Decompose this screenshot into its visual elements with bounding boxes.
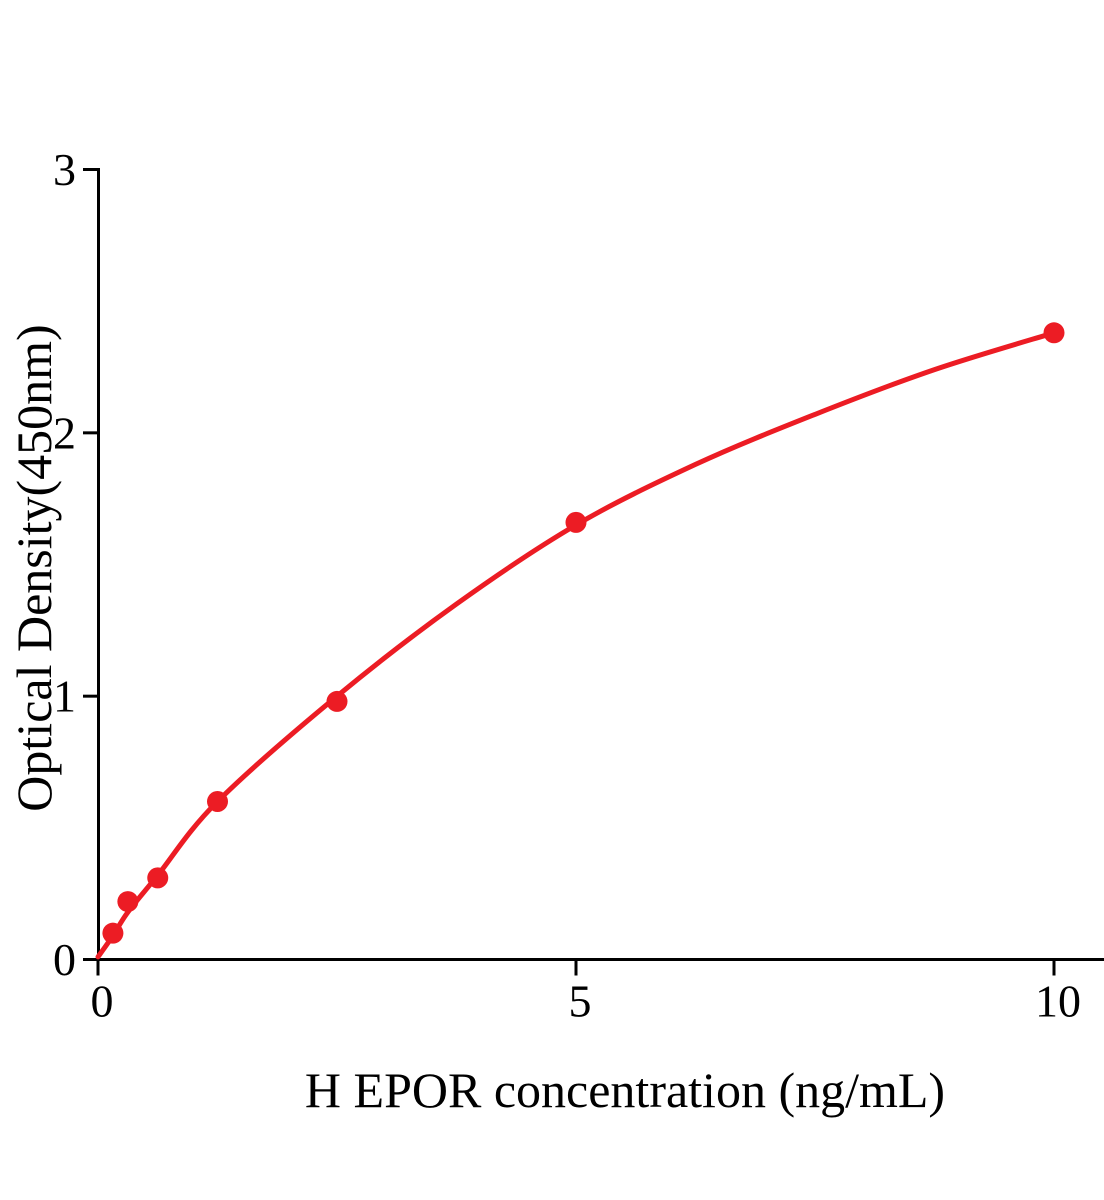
y-tick-label: 2: [53, 407, 76, 458]
data-point: [147, 867, 169, 889]
data-point: [117, 891, 139, 913]
x-tick-label: 10: [1035, 975, 1081, 1026]
data-point: [102, 922, 124, 944]
x-tick-label: 0: [91, 975, 114, 1026]
data-point: [565, 511, 587, 533]
data-point: [1043, 322, 1065, 344]
data-point: [326, 690, 348, 712]
y-axis-label: Optical Density(450nm): [6, 324, 62, 812]
x-tick-label: 5: [569, 975, 592, 1026]
data-point: [207, 791, 228, 813]
x-axis-label: H EPOR concentration (ng/mL): [304, 1062, 946, 1118]
y-tick-label: 3: [53, 144, 76, 195]
y-tick-label: 1: [53, 671, 76, 722]
fit-curve: [95, 330, 1057, 960]
y-tick-label: 0: [53, 934, 76, 985]
